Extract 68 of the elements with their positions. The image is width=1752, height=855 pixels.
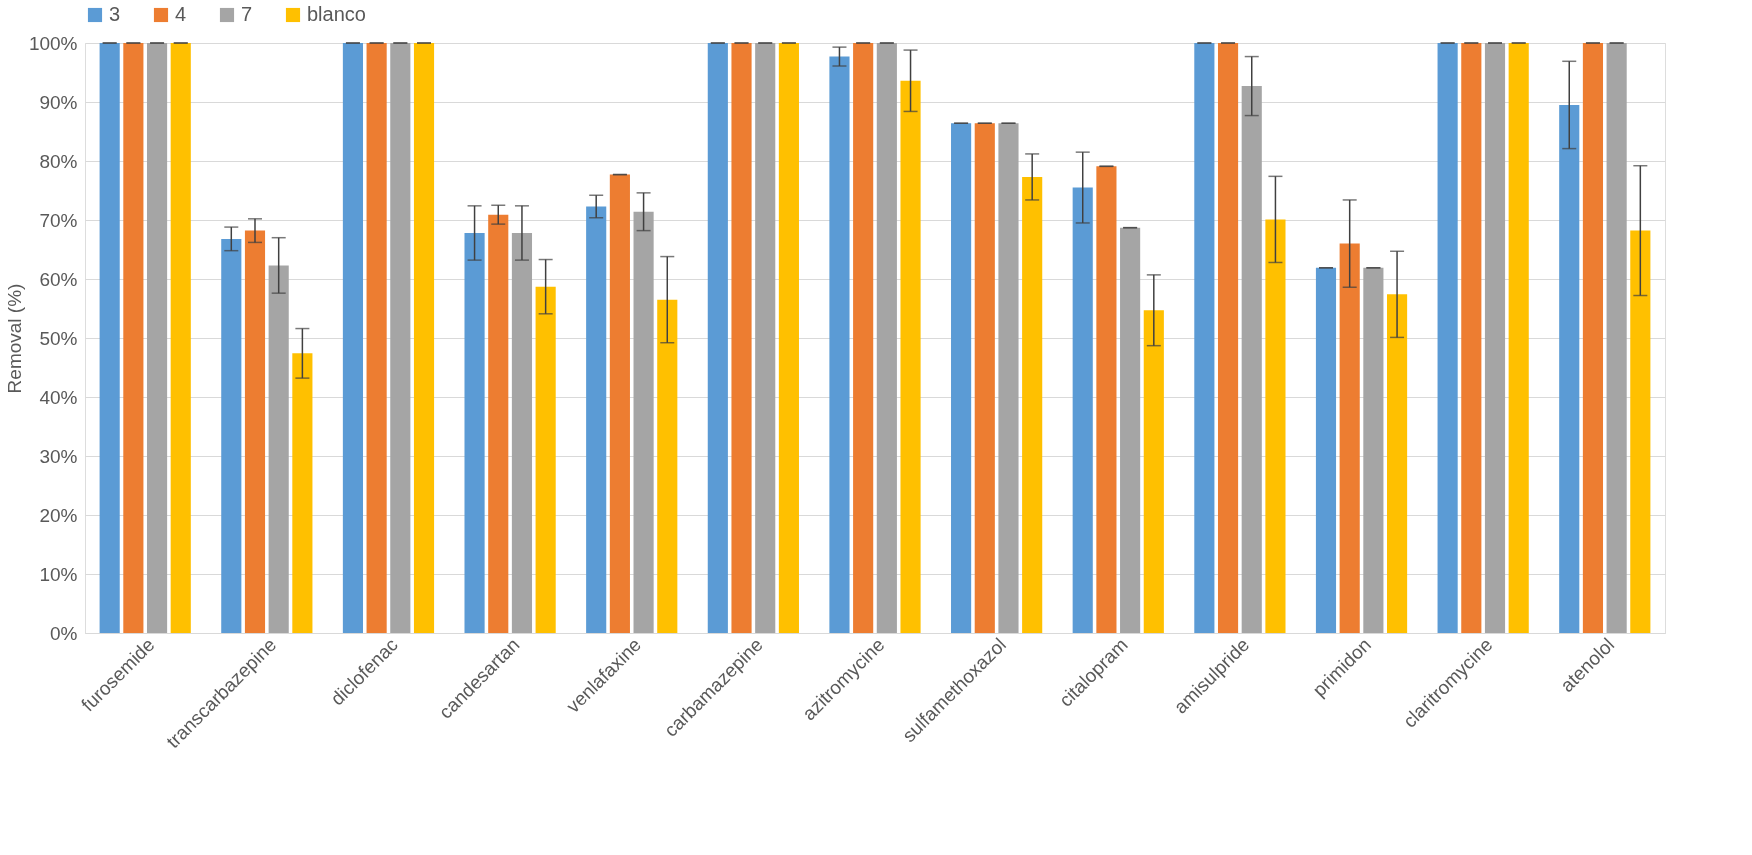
y-tick-label: 50% [39,327,78,349]
bar [123,43,144,633]
y-tick-label: 10% [39,563,78,585]
bar [268,265,289,633]
bar [829,56,850,633]
bar [342,43,363,633]
bar [464,232,485,633]
bar [1484,43,1506,633]
bar [1387,294,1408,633]
y-tick-label: 60% [39,268,78,290]
y-tick-label: 80% [39,150,78,172]
bar [657,299,678,633]
bar [853,43,874,633]
bar [535,286,556,633]
y-axis-title: Removal (%) [3,283,25,394]
bar [1630,230,1651,633]
bar [1363,267,1384,633]
bar [707,43,728,633]
bar [1096,166,1117,633]
bar [755,43,776,633]
bar [1217,43,1239,633]
legend-label: 4 [175,3,187,25]
bar [170,43,191,633]
bar [221,238,242,633]
bar [974,123,995,633]
bar [1339,243,1360,633]
bar [292,353,313,633]
bar [778,43,799,633]
bar [1241,86,1262,633]
y-tick-label: 40% [39,386,78,408]
bar [488,214,509,633]
bar [1606,43,1627,633]
legend-label: blanco [307,3,366,25]
bar [1315,267,1337,633]
bar [244,230,266,633]
bar [633,211,654,633]
legend-label: 7 [241,3,253,25]
bar [366,43,387,633]
legend-label: 3 [109,3,121,25]
y-tick-label: 20% [39,504,78,526]
bar [609,174,630,633]
y-tick-label: 0% [50,622,78,644]
bar [1194,43,1215,633]
bar [1022,176,1043,633]
y-tick-label: 30% [39,445,78,467]
bar [1582,43,1604,633]
bar [876,43,897,633]
bar [1508,43,1529,633]
bar [1143,310,1164,633]
bar [998,123,1019,633]
bar [731,43,752,633]
y-tick-label: 70% [39,209,78,231]
y-tick-label: 90% [39,91,78,113]
bar [1265,219,1286,633]
bar [413,43,435,633]
bar [900,80,921,633]
bar [1120,227,1141,633]
bar [1559,104,1580,633]
bar [951,123,972,633]
bar [146,43,168,633]
bar [1461,43,1482,633]
bar [511,232,533,633]
bar [390,43,411,633]
y-tick-label: 100% [28,32,78,54]
bar [586,206,607,633]
bar [1437,43,1458,633]
bar [99,43,120,633]
bar [1072,187,1093,633]
